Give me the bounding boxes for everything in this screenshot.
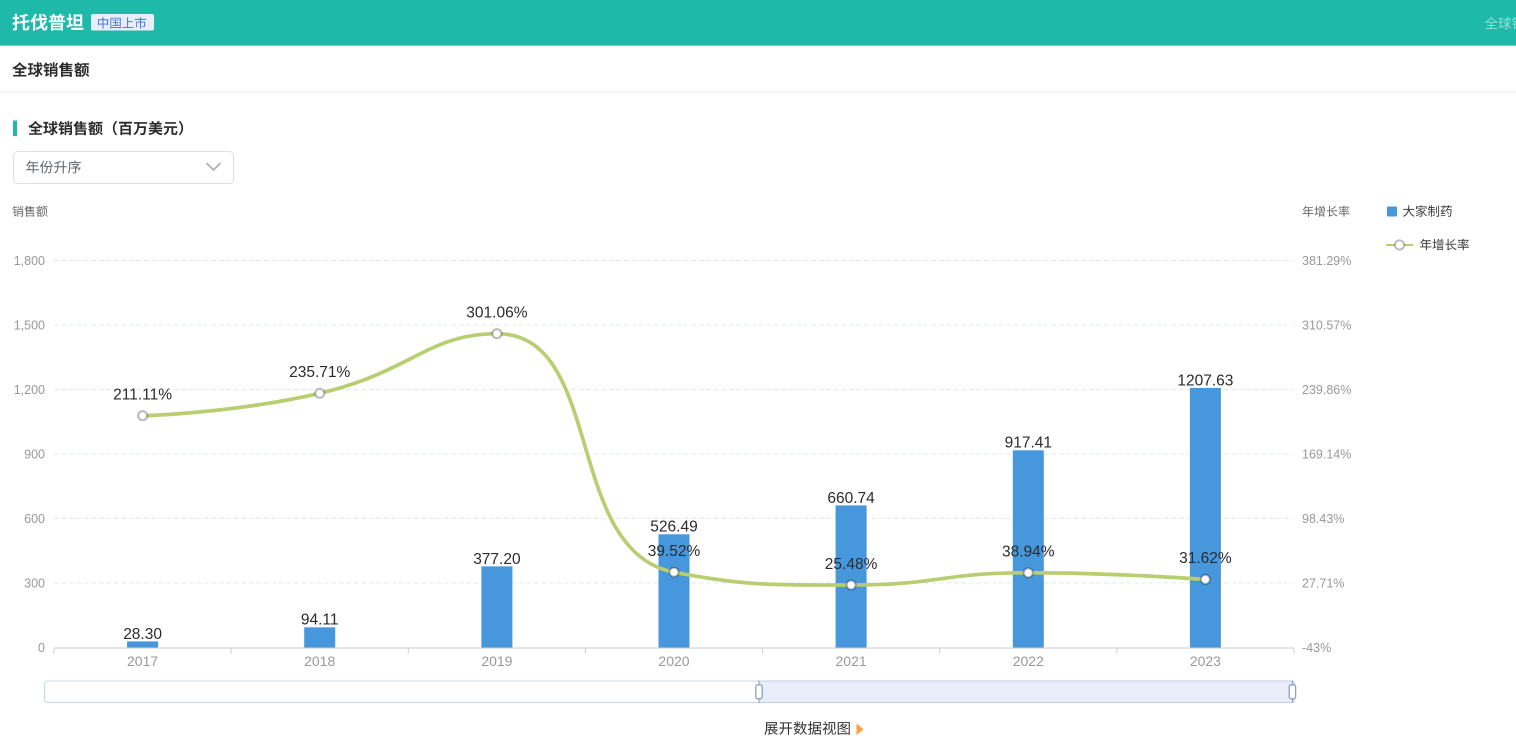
svg-text:239.86%: 239.86%: [1302, 383, 1351, 397]
svg-text:27.71%: 27.71%: [1302, 576, 1344, 590]
svg-text:98.43%: 98.43%: [1302, 512, 1344, 526]
svg-text:-43%: -43%: [1302, 641, 1331, 655]
svg-text:169.14%: 169.14%: [1302, 447, 1351, 461]
svg-text:1,800: 1,800: [14, 254, 45, 268]
svg-text:526.49: 526.49: [650, 519, 697, 536]
svg-text:0: 0: [38, 641, 45, 655]
svg-text:94.11: 94.11: [301, 612, 339, 629]
svg-text:1,500: 1,500: [14, 318, 45, 332]
svg-text:1207.63: 1207.63: [1177, 372, 1233, 389]
svg-text:2018: 2018: [304, 653, 335, 669]
svg-text:301.06%: 301.06%: [466, 305, 527, 322]
svg-text:900: 900: [24, 447, 45, 461]
svg-text:25.48%: 25.48%: [825, 556, 878, 573]
svg-text:917.41: 917.41: [1005, 435, 1052, 452]
svg-text:38.94%: 38.94%: [1002, 544, 1055, 561]
svg-text:2021: 2021: [836, 653, 867, 669]
svg-text:2017: 2017: [127, 653, 158, 669]
svg-text:39.52%: 39.52%: [648, 543, 701, 560]
svg-text:300: 300: [24, 576, 45, 590]
svg-text:1,200: 1,200: [14, 383, 45, 397]
svg-text:2022: 2022: [1013, 653, 1044, 669]
svg-text:235.71%: 235.71%: [289, 364, 350, 381]
svg-text:2020: 2020: [658, 653, 689, 669]
svg-text:381.29%: 381.29%: [1302, 254, 1351, 268]
svg-text:28.30: 28.30: [123, 626, 162, 643]
svg-text:600: 600: [24, 512, 45, 526]
svg-text:2023: 2023: [1190, 653, 1221, 669]
svg-text:660.74: 660.74: [827, 490, 875, 507]
svg-text:310.57%: 310.57%: [1302, 318, 1351, 332]
svg-text:2019: 2019: [481, 653, 512, 669]
svg-text:211.11%: 211.11%: [113, 387, 172, 404]
svg-text:377.20: 377.20: [473, 551, 521, 568]
svg-text:31.62%: 31.62%: [1179, 550, 1232, 567]
